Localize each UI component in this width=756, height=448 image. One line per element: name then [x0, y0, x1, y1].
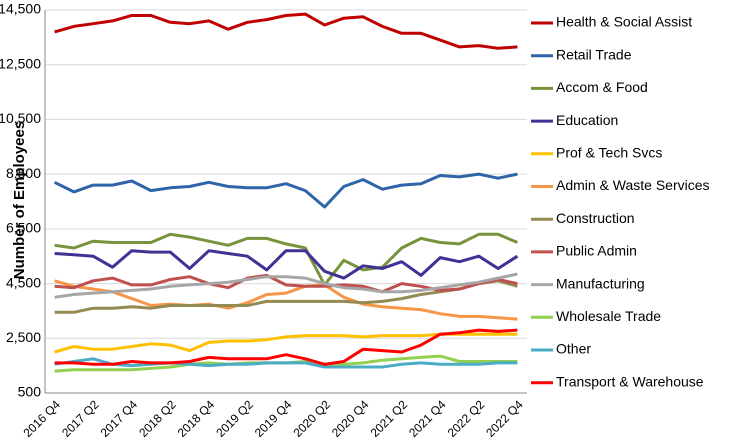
series-line — [54, 232, 518, 287]
y-tick-label: 2,500 — [6, 329, 41, 345]
x-tick-label: 2022 Q2 — [445, 397, 488, 440]
series-line — [54, 332, 518, 354]
series-line — [54, 328, 518, 366]
legend-label: Admin & Waste Services — [556, 177, 710, 193]
series-line — [54, 12, 518, 50]
y-tick-label: 500 — [18, 384, 42, 400]
x-tick-label: 2021 Q4 — [406, 397, 449, 440]
y-tick-label: 4,500 — [6, 274, 41, 290]
legend-label: Other — [556, 341, 591, 357]
series-line — [53, 172, 518, 209]
series-line — [54, 273, 518, 294]
legend-label: Accom & Food — [556, 79, 648, 95]
legend-label: Transport & Warehouse — [556, 373, 704, 389]
legend-label: Construction — [556, 210, 635, 226]
legend-label: Retail Trade — [556, 46, 632, 62]
legend-label: Public Admin — [556, 243, 637, 259]
y-tick-label: 8,500 — [6, 165, 41, 181]
y-tick-label: 14,500 — [0, 1, 41, 17]
x-tick-label: 2022 Q4 — [483, 397, 526, 440]
x-tick-label: 2016 Q4 — [21, 397, 64, 440]
legend-label: Education — [556, 112, 618, 128]
x-tick-label: 2019 Q4 — [252, 397, 295, 440]
series-line — [54, 357, 518, 369]
y-tick-label: 6,500 — [6, 220, 41, 236]
series-line — [54, 272, 518, 299]
y-axis-title: Number of Employees — [11, 121, 28, 279]
legend-label: Wholesale Trade — [556, 308, 661, 324]
x-tick-label: 2018 Q4 — [175, 397, 218, 440]
x-tick-label: 2018 Q2 — [136, 397, 179, 440]
legend-label: Prof & Tech Svcs — [556, 145, 662, 161]
series-line — [54, 249, 519, 280]
x-tick-label: 2020 Q4 — [329, 397, 372, 440]
x-tick-label: 2017 Q2 — [59, 397, 102, 440]
legend-label: Health & Social Assist — [556, 14, 692, 30]
y-tick-label: 10,500 — [0, 110, 41, 126]
x-tick-label: 2019 Q2 — [213, 397, 256, 440]
legend-label: Manufacturing — [556, 275, 645, 291]
x-tick-label: 2021 Q2 — [368, 397, 411, 440]
x-tick-label: 2017 Q4 — [98, 397, 141, 440]
x-tick-label: 2020 Q2 — [290, 397, 333, 440]
y-tick-label: 12,500 — [0, 55, 41, 71]
series-line — [54, 279, 518, 321]
